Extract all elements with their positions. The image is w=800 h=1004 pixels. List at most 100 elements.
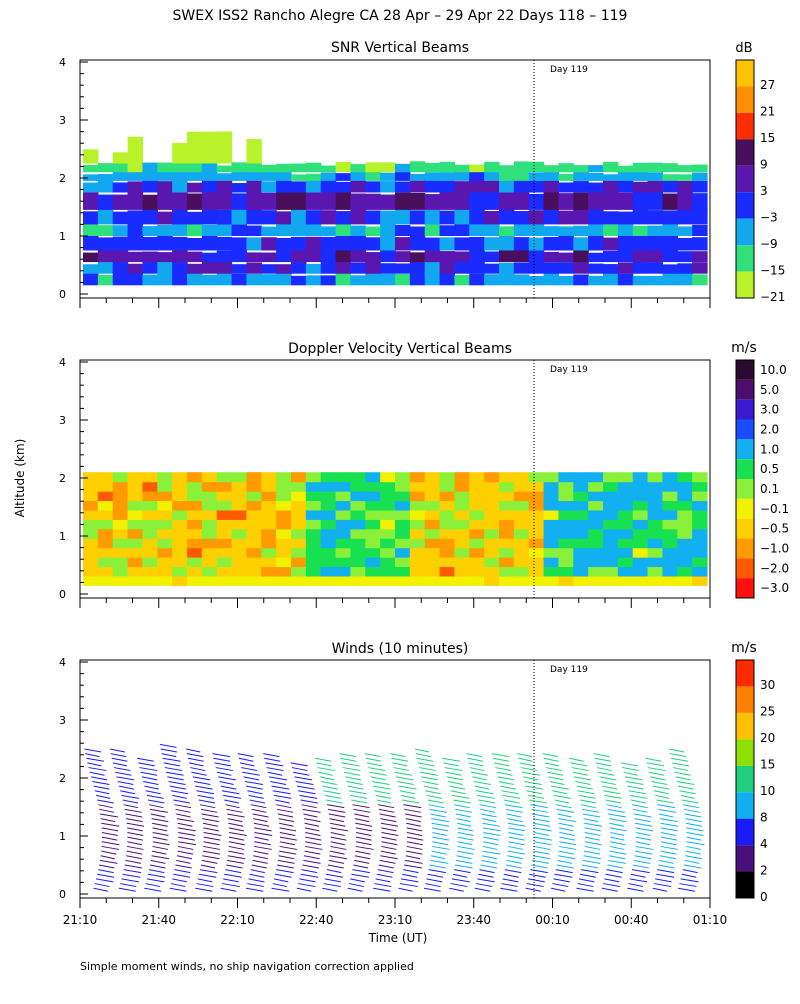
snr-cell (320, 210, 337, 225)
wind-barb (368, 767, 386, 772)
snr-cell (662, 223, 678, 236)
snr-cell (83, 223, 99, 236)
wind-barb (609, 845, 625, 850)
doppler-cell (647, 500, 664, 511)
wind-barb (196, 790, 215, 795)
snr-cell (543, 190, 560, 210)
wind-barb (99, 859, 118, 864)
wind-barb (152, 827, 168, 832)
doppler-cell (83, 519, 99, 530)
doppler-cell (528, 557, 545, 568)
wind-barb (329, 850, 345, 855)
colorbar-label: 5.0 (760, 383, 779, 397)
doppler-cell (454, 538, 470, 549)
doppler-cell (246, 519, 262, 530)
doppler-cell (261, 575, 277, 586)
snr-cell (499, 179, 515, 193)
snr-cell (142, 208, 158, 225)
wind-barb (91, 776, 108, 781)
doppler-cell (484, 509, 500, 520)
wind-barb (481, 859, 498, 864)
wind-barb (354, 859, 370, 864)
wind-barb (660, 850, 677, 855)
wind-barb (645, 757, 662, 762)
wind-barb (95, 794, 111, 799)
wind-barb (423, 887, 441, 892)
snr-cell (395, 172, 411, 181)
wind-barb (474, 887, 491, 892)
snr-cell (365, 237, 381, 251)
snr-cell (127, 235, 144, 251)
y-tick-label: 0 (59, 588, 66, 601)
doppler-cell (127, 509, 144, 520)
doppler-cell (484, 472, 500, 483)
doppler-cell (261, 472, 277, 483)
doppler-cell (454, 566, 470, 577)
snr-cell (439, 172, 456, 181)
wind-barb (111, 757, 128, 762)
wind-barb (172, 878, 187, 883)
wind-barb (225, 804, 240, 809)
wind-barb (683, 864, 702, 869)
snr-cell (365, 181, 381, 193)
wind-barb (520, 767, 538, 772)
snr-cell (142, 180, 158, 193)
snr-cell (216, 250, 233, 263)
snr-cell (588, 172, 604, 181)
doppler-cell (172, 481, 188, 492)
wind-barb (404, 808, 421, 813)
wind-barb (196, 883, 214, 888)
wind-barb (278, 855, 295, 860)
wind-barb (505, 808, 523, 813)
doppler-cell (469, 500, 485, 511)
snr-cell (231, 193, 248, 210)
wind-barb (432, 832, 447, 837)
colorbar-swatch (736, 86, 754, 113)
snr-cell (172, 236, 188, 251)
wind-barb (626, 780, 644, 785)
snr-cell (201, 171, 218, 181)
wind-barb (299, 878, 316, 883)
snr-cell (216, 222, 233, 236)
doppler-cell (409, 500, 426, 511)
doppler-cell (142, 538, 158, 549)
snr-cell (380, 263, 396, 274)
doppler-cell (543, 491, 560, 502)
doppler-cell (365, 472, 381, 483)
wind-barb (430, 859, 449, 864)
wind-barb (528, 878, 545, 883)
wind-barb (291, 767, 308, 772)
doppler-cell (97, 528, 114, 539)
doppler-cell (380, 500, 396, 511)
snr-cell (320, 165, 337, 173)
doppler-cell (677, 500, 693, 511)
wind-barb (635, 832, 651, 837)
wind-barb (404, 813, 422, 818)
wind-barb (679, 790, 696, 795)
snr-cell (513, 178, 530, 193)
y-tick-label: 2 (59, 172, 66, 185)
snr-cell (439, 180, 456, 193)
doppler-cell (350, 519, 366, 530)
doppler-cell (439, 519, 456, 530)
doppler-cell (588, 557, 604, 568)
wind-barb (414, 748, 430, 753)
wind-barb (250, 804, 267, 809)
snr-cell (305, 179, 322, 193)
wind-barb (528, 794, 545, 799)
snr-cell (395, 209, 411, 225)
wind-barb (451, 878, 470, 883)
wind-barb (120, 790, 136, 795)
doppler-cell (172, 472, 188, 483)
colorbar-label: 3 (760, 184, 768, 198)
doppler-cell (558, 557, 574, 568)
wind-barb (634, 850, 653, 855)
y-tick-label: 4 (59, 656, 66, 669)
wind-barb (683, 808, 700, 813)
wind-barb (305, 836, 322, 841)
wind-barb (94, 790, 110, 795)
wind-barb (276, 869, 294, 874)
wind-barb (610, 836, 625, 841)
doppler-cell (439, 472, 456, 483)
